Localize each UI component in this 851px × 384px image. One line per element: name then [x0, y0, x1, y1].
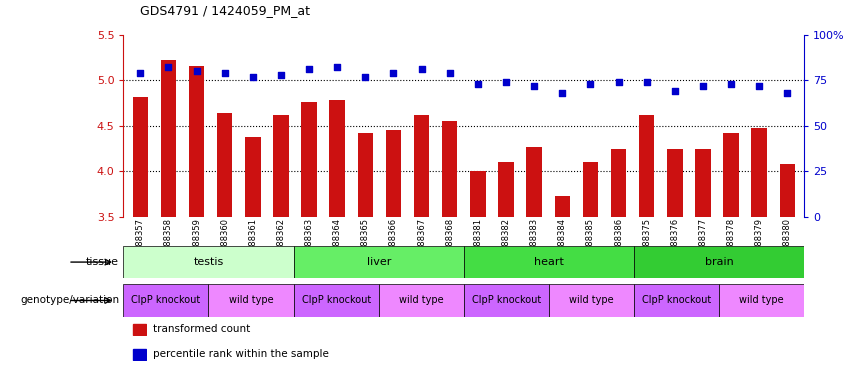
FancyBboxPatch shape: [634, 246, 804, 278]
Text: heart: heart: [534, 257, 564, 267]
FancyBboxPatch shape: [634, 284, 719, 317]
Text: wild type: wild type: [569, 295, 614, 306]
FancyBboxPatch shape: [379, 284, 464, 317]
Text: ClpP knockout: ClpP knockout: [301, 295, 371, 306]
Bar: [133, 97, 148, 217]
Text: GDS4791 / 1424059_PM_at: GDS4791 / 1424059_PM_at: [140, 4, 311, 17]
Point: [358, 73, 372, 79]
Point: [274, 71, 288, 78]
Bar: [780, 164, 795, 217]
Bar: [161, 60, 176, 217]
Text: brain: brain: [705, 257, 734, 267]
FancyBboxPatch shape: [464, 284, 549, 317]
Point: [696, 83, 710, 89]
Point: [443, 70, 456, 76]
Point: [584, 81, 597, 87]
Point: [640, 79, 654, 85]
Bar: [527, 147, 542, 217]
Text: testis: testis: [193, 257, 224, 267]
Point: [162, 65, 175, 71]
Bar: [134, 324, 146, 335]
Point: [556, 90, 569, 96]
Text: genotype/variation: genotype/variation: [20, 295, 119, 306]
Point: [218, 70, 231, 76]
Bar: [189, 66, 204, 217]
Text: tissue: tissue: [86, 257, 119, 267]
Point: [528, 83, 541, 89]
Point: [414, 66, 428, 72]
Text: transformed count: transformed count: [153, 324, 250, 334]
Bar: [611, 149, 626, 217]
Bar: [583, 162, 598, 217]
Point: [330, 65, 344, 71]
Bar: [751, 127, 767, 217]
Text: wild type: wild type: [399, 295, 443, 306]
FancyBboxPatch shape: [208, 284, 294, 317]
Point: [246, 73, 260, 79]
Point: [134, 70, 147, 76]
FancyBboxPatch shape: [123, 284, 208, 317]
FancyBboxPatch shape: [464, 246, 634, 278]
Bar: [470, 171, 486, 217]
Text: wild type: wild type: [229, 295, 273, 306]
Text: percentile rank within the sample: percentile rank within the sample: [153, 349, 329, 359]
FancyBboxPatch shape: [719, 284, 804, 317]
Bar: [273, 115, 288, 217]
Point: [752, 83, 766, 89]
FancyBboxPatch shape: [294, 246, 464, 278]
Bar: [639, 115, 654, 217]
Bar: [414, 115, 430, 217]
FancyBboxPatch shape: [294, 284, 379, 317]
Point: [386, 70, 400, 76]
Text: ClpP knockout: ClpP knockout: [471, 295, 541, 306]
Point: [500, 79, 513, 85]
Point: [780, 90, 794, 96]
Bar: [301, 102, 317, 217]
Bar: [442, 121, 458, 217]
Bar: [217, 113, 232, 217]
Bar: [555, 196, 570, 217]
Point: [668, 88, 682, 94]
Point: [190, 68, 203, 74]
Point: [612, 79, 625, 85]
Bar: [357, 133, 373, 217]
Point: [302, 66, 316, 72]
Bar: [723, 133, 739, 217]
Bar: [134, 349, 146, 359]
Text: ClpP knockout: ClpP knockout: [131, 295, 201, 306]
Bar: [667, 149, 683, 217]
FancyBboxPatch shape: [123, 246, 294, 278]
FancyBboxPatch shape: [549, 284, 634, 317]
Bar: [695, 149, 711, 217]
Bar: [245, 137, 260, 217]
Point: [724, 81, 738, 87]
Text: wild type: wild type: [740, 295, 784, 306]
Point: [471, 81, 485, 87]
Bar: [498, 162, 514, 217]
Bar: [329, 100, 345, 217]
Text: liver: liver: [367, 257, 391, 267]
Bar: [386, 130, 401, 217]
Text: ClpP knockout: ClpP knockout: [642, 295, 711, 306]
